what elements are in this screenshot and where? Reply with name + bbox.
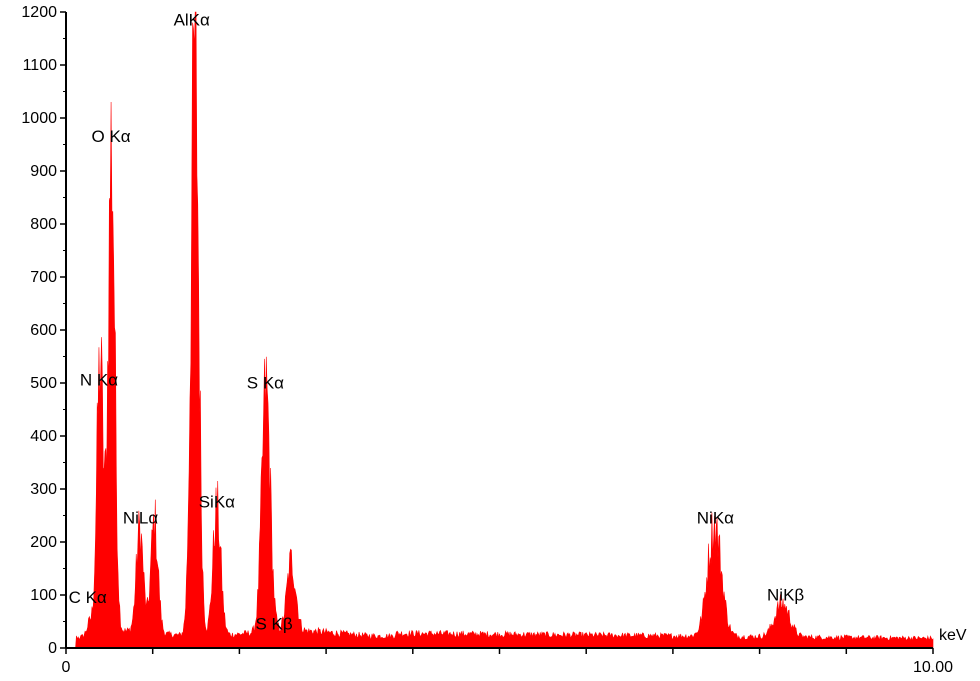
x-tick-label: 10.00 [913, 659, 953, 676]
peak-label: S Kβ [255, 614, 292, 633]
y-tick-label: 300 [30, 481, 57, 498]
peak-label: N Kα [80, 371, 118, 390]
y-tick-label: 1000 [21, 110, 57, 127]
peak-label: C Kα [69, 588, 107, 607]
peak-label: NiKβ [767, 585, 804, 604]
x-axis-label: keV [939, 627, 967, 644]
peak-annotations: C Kα N Kα O Kα NiLα AlKα SiKα S Kα S Kβ NiKα NiKβ [69, 10, 805, 633]
spectrum-area [66, 11, 934, 649]
y-tick-label: 400 [30, 428, 57, 445]
y-axis-ticks: 0 100 200 300 400 500 600 700 800 900 1000 1100 1200 [21, 4, 66, 657]
y-tick-label: 1200 [21, 4, 57, 21]
y-tick-label: 0 [48, 640, 57, 657]
peak-label: AlKα [174, 10, 210, 29]
spectrum-fill [66, 11, 934, 649]
x-tick-label: 0 [62, 659, 71, 676]
y-tick-label: 600 [30, 322, 57, 339]
peak-label: NiLα [123, 508, 159, 527]
peak-label: S Kα [247, 373, 284, 392]
y-tick-label: 900 [30, 163, 57, 180]
peak-label: NiKα [697, 508, 734, 527]
y-tick-label: 700 [30, 269, 57, 286]
y-tick-label: 800 [30, 216, 57, 233]
y-tick-label: 1100 [23, 57, 58, 74]
y-tick-label: 100 [30, 587, 57, 604]
x-axis-ticks: 0 10.00 [62, 648, 953, 676]
y-tick-label: 500 [30, 375, 57, 392]
y-tick-label: 200 [30, 534, 57, 551]
peak-label: O Kα [92, 127, 131, 146]
peak-label: SiKα [199, 493, 235, 512]
